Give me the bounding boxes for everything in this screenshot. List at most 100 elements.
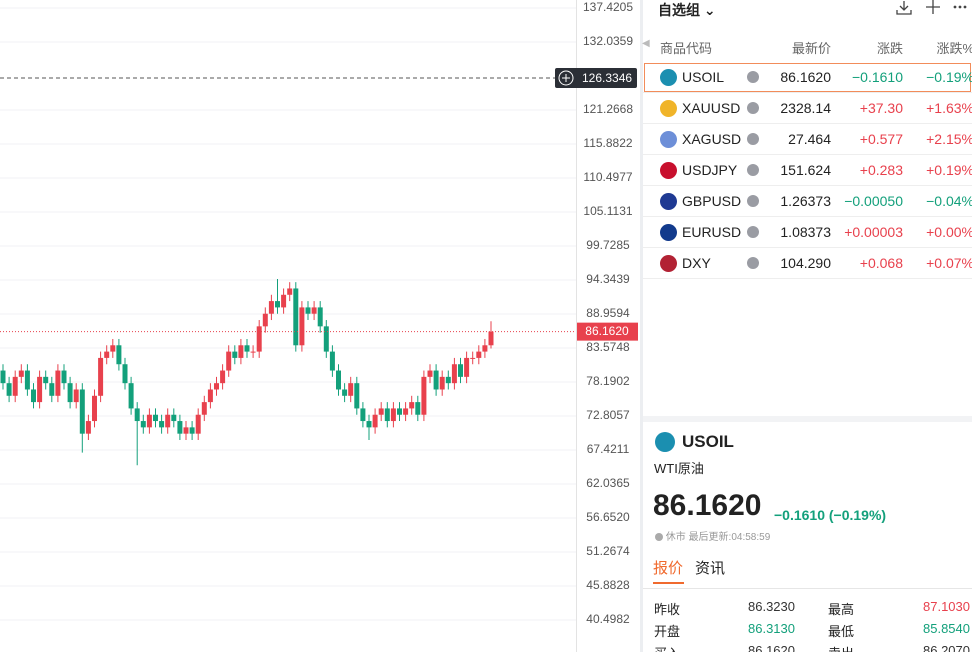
candle-body (153, 414, 158, 422)
more-icon[interactable] (953, 5, 967, 9)
candle-body (390, 408, 396, 422)
crosshair-box (555, 68, 637, 89)
watchlist-row[interactable] (643, 62, 972, 93)
stat-value: 86.3130 (748, 621, 795, 636)
y-tick-label: 88.9594 (586, 306, 630, 320)
candle-body (177, 421, 183, 434)
tab-underline (653, 582, 684, 584)
row-symbol: USDJPY (682, 162, 738, 178)
add-icon[interactable] (926, 0, 940, 14)
download-icon[interactable] (896, 1, 912, 15)
candle-body (67, 383, 73, 403)
row-pct: +0.07% (926, 255, 972, 271)
detail-price: 86.1620 (653, 489, 762, 522)
stat-value: 86.1620 (748, 643, 795, 652)
row-change: +0.577 (859, 131, 903, 147)
candle-body (427, 370, 433, 377)
candle-body (378, 408, 384, 415)
candle-body (445, 376, 451, 384)
collapse-handle[interactable]: ◀ (642, 38, 650, 49)
candle-body (409, 402, 415, 409)
row-pct: +0.19% (926, 162, 972, 178)
candle-body (464, 357, 470, 377)
stat-label: 买入 (654, 643, 680, 652)
row-icon (660, 224, 677, 241)
status-dot (747, 102, 759, 114)
row-icon (660, 193, 677, 210)
watchlist-row[interactable] (643, 155, 972, 186)
candle-body (275, 301, 280, 308)
candle-body (488, 331, 494, 346)
candle-body (214, 383, 219, 390)
row-change: +37.30 (859, 100, 903, 116)
candle-body (73, 389, 79, 403)
watchlist-row[interactable] (643, 186, 972, 217)
candle-body (110, 345, 116, 352)
stat-label: 开盘 (654, 624, 681, 639)
watchlist-row[interactable] (643, 124, 972, 155)
candle-body (85, 421, 91, 434)
candle-body (360, 408, 366, 422)
column-header: 涨跌 (876, 41, 903, 56)
status-dot (747, 226, 759, 238)
y-tick-label: 83.5748 (586, 340, 630, 354)
y-tick-label: 67.4211 (587, 442, 630, 456)
tab-active[interactable]: 报价 (653, 560, 684, 577)
candle-body (183, 427, 189, 434)
stat-label: 最低 (828, 624, 855, 639)
row-price: 2328.14 (780, 100, 831, 116)
candle-body (397, 408, 402, 415)
status-dot (747, 164, 759, 176)
candle-body (189, 427, 195, 434)
row-icon (660, 255, 677, 272)
watchlist-row[interactable] (643, 217, 972, 248)
candle-body (18, 370, 24, 377)
stat-label: 最高 (828, 602, 855, 617)
column-header: 最新价 (791, 41, 831, 56)
column-header: 商品代码 (660, 41, 713, 56)
candle-body (250, 351, 256, 353)
y-tick-label: 137.4205 (583, 0, 633, 14)
y-tick-label: 105.1131 (583, 204, 632, 218)
row-symbol: XAUUSD (682, 100, 741, 116)
y-tick-label: 40.4982 (586, 612, 630, 626)
candle-body (244, 345, 250, 352)
candle-body (79, 389, 85, 434)
candle-body (342, 389, 348, 396)
row-icon (660, 131, 677, 148)
candle-body (24, 370, 30, 390)
candle-body (61, 370, 67, 384)
row-icon (660, 162, 677, 179)
row-pct: +1.63% (926, 100, 972, 116)
last-price-box (577, 322, 638, 341)
candle-body (476, 351, 482, 358)
last-price-label: 86.1620 (585, 324, 629, 338)
tab[interactable]: 资讯 (695, 560, 726, 577)
candle-body (281, 294, 287, 308)
toolbar-icons (896, 0, 967, 15)
detail-symbol: USOIL (682, 432, 734, 451)
watchlist-row[interactable] (643, 248, 972, 279)
status-dot (747, 133, 759, 145)
watchlist-title[interactable]: 自选组 ⌄ (658, 2, 716, 18)
candle-body (299, 307, 305, 346)
y-tick-label: 94.3439 (586, 272, 630, 286)
candle-body (323, 326, 329, 352)
status-line: 休市 最后更新:04:58:59 (655, 528, 770, 543)
candle-body (37, 376, 43, 403)
candle-body (31, 389, 36, 403)
candle-body (0, 370, 6, 384)
y-tick-label: 62.0365 (586, 476, 630, 490)
candle-body (354, 383, 360, 409)
candle-body (232, 351, 238, 358)
stat-value: 86.3230 (748, 599, 795, 614)
candle-body (439, 376, 445, 390)
row-pct: +2.15% (926, 131, 972, 147)
row-price: 86.1620 (780, 69, 831, 85)
watchlist-row[interactable] (643, 93, 972, 124)
row-icon (660, 69, 677, 86)
candle-body (311, 307, 317, 314)
candle-body (171, 414, 177, 422)
candle-body (92, 395, 97, 422)
